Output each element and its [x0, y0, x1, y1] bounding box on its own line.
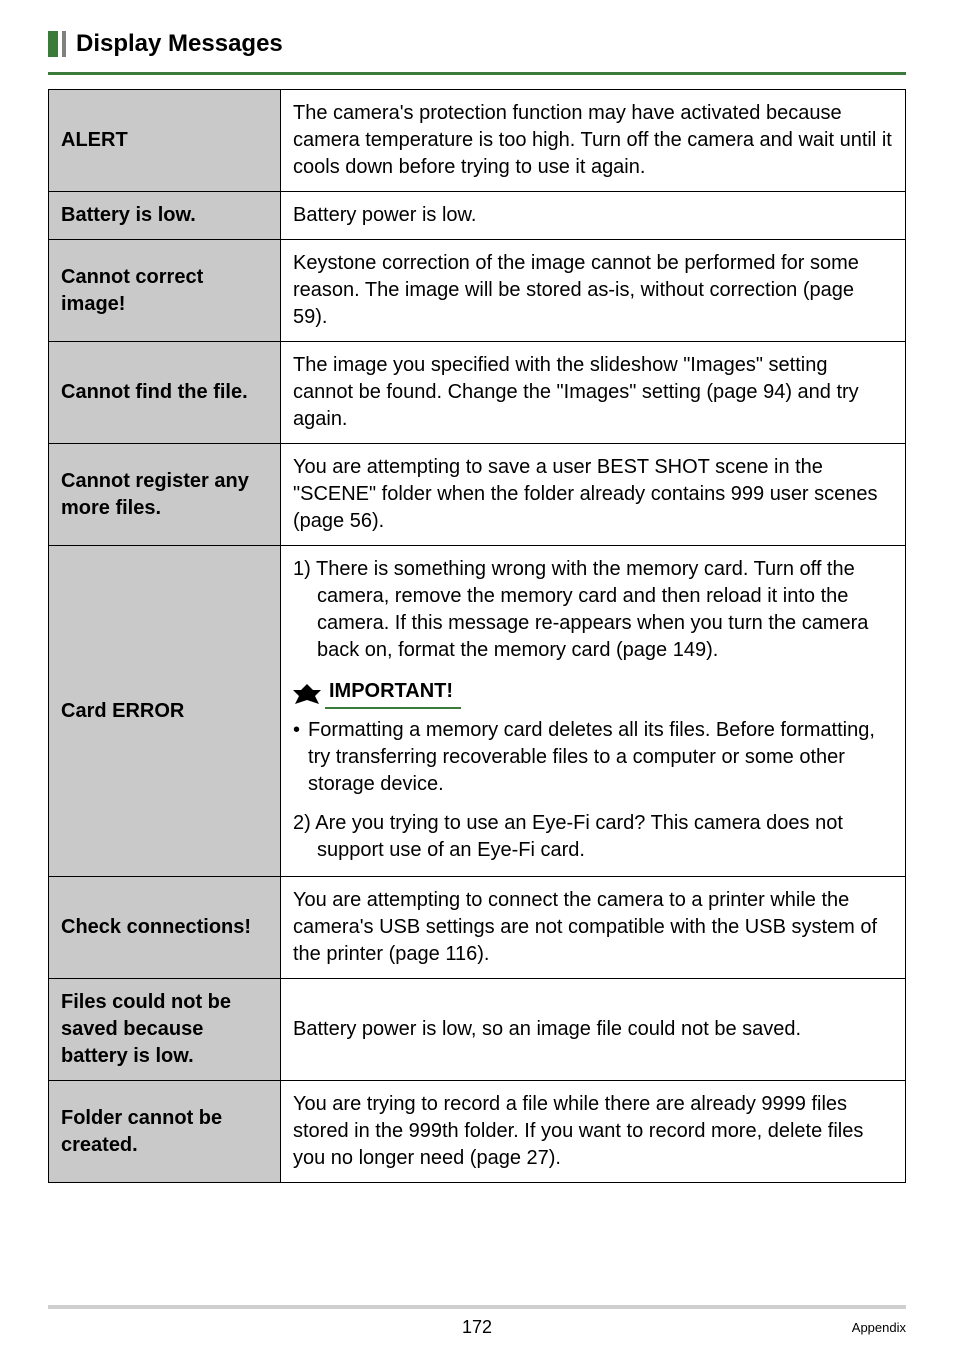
header-green-bar: [48, 31, 58, 57]
table-row: Cannot find the file. The image you spec…: [49, 342, 906, 444]
table-row: Cannot correct image! Keystone correctio…: [49, 240, 906, 342]
row-text-cannot-correct: Keystone correction of the image cannot …: [281, 240, 906, 342]
table-row: Folder cannot be created. You are trying…: [49, 1081, 906, 1183]
row-label-battery-low: Battery is low.: [49, 192, 281, 240]
header-thin-bar: [62, 31, 66, 57]
row-label-folder-cannot: Folder cannot be created.: [49, 1081, 281, 1183]
page-footer: 172 Appendix: [0, 1305, 954, 1339]
section-header: Display Messages: [48, 30, 906, 58]
row-text-cannot-find: The image you specified with the slidesh…: [281, 342, 906, 444]
row-label-cannot-register: Cannot register any more files.: [49, 444, 281, 546]
row-label-files-not-saved: Files could not be saved because battery…: [49, 979, 281, 1081]
row-label-card-error: Card ERROR: [49, 546, 281, 877]
card-error-p1: 1) There is something wrong with the mem…: [293, 556, 893, 664]
row-text-folder-cannot: You are trying to record a file while th…: [281, 1081, 906, 1183]
row-text-files-not-saved: Battery power is low, so an image file c…: [281, 979, 906, 1081]
table-row: Check connections! You are attempting to…: [49, 877, 906, 979]
page-container: Display Messages ALERT The camera's prot…: [0, 0, 954, 1357]
row-text-alert: The camera's protection function may hav…: [281, 90, 906, 192]
table-row: Files could not be saved because battery…: [49, 979, 906, 1081]
row-label-cannot-find: Cannot find the file.: [49, 342, 281, 444]
table-row: Battery is low. Battery power is low.: [49, 192, 906, 240]
card-error-p2: 2) Are you trying to use an Eye-Fi card?…: [293, 810, 893, 864]
row-label-alert: ALERT: [49, 90, 281, 192]
header-underline: [48, 72, 906, 75]
footer-page-number: 172: [462, 1317, 492, 1338]
bullet-dot: •: [293, 717, 300, 798]
messages-table: ALERT The camera's protection function m…: [48, 89, 906, 1183]
row-text-card-error: 1) There is something wrong with the mem…: [281, 546, 906, 877]
row-text-battery-low: Battery power is low.: [281, 192, 906, 240]
row-label-cannot-correct: Cannot correct image!: [49, 240, 281, 342]
table-row: Cannot register any more files. You are …: [49, 444, 906, 546]
table-row: ALERT The camera's protection function m…: [49, 90, 906, 192]
section-title: Display Messages: [76, 30, 283, 58]
important-icon: [293, 682, 321, 706]
row-text-cannot-register: You are attempting to save a user BEST S…: [281, 444, 906, 546]
footer-line: [48, 1305, 906, 1309]
row-label-check-connections: Check connections!: [49, 877, 281, 979]
footer-section-label: Appendix: [852, 1320, 906, 1335]
card-error-bullet-text: Formatting a memory card deletes all its…: [308, 717, 893, 798]
important-label: IMPORTANT!: [325, 678, 461, 709]
row-text-check-connections: You are attempting to connect the camera…: [281, 877, 906, 979]
card-error-bullet: • Formatting a memory card deletes all i…: [293, 717, 893, 798]
table-row: Card ERROR 1) There is something wrong w…: [49, 546, 906, 877]
footer-row: 172 Appendix: [48, 1315, 906, 1339]
important-callout: IMPORTANT!: [293, 678, 893, 709]
